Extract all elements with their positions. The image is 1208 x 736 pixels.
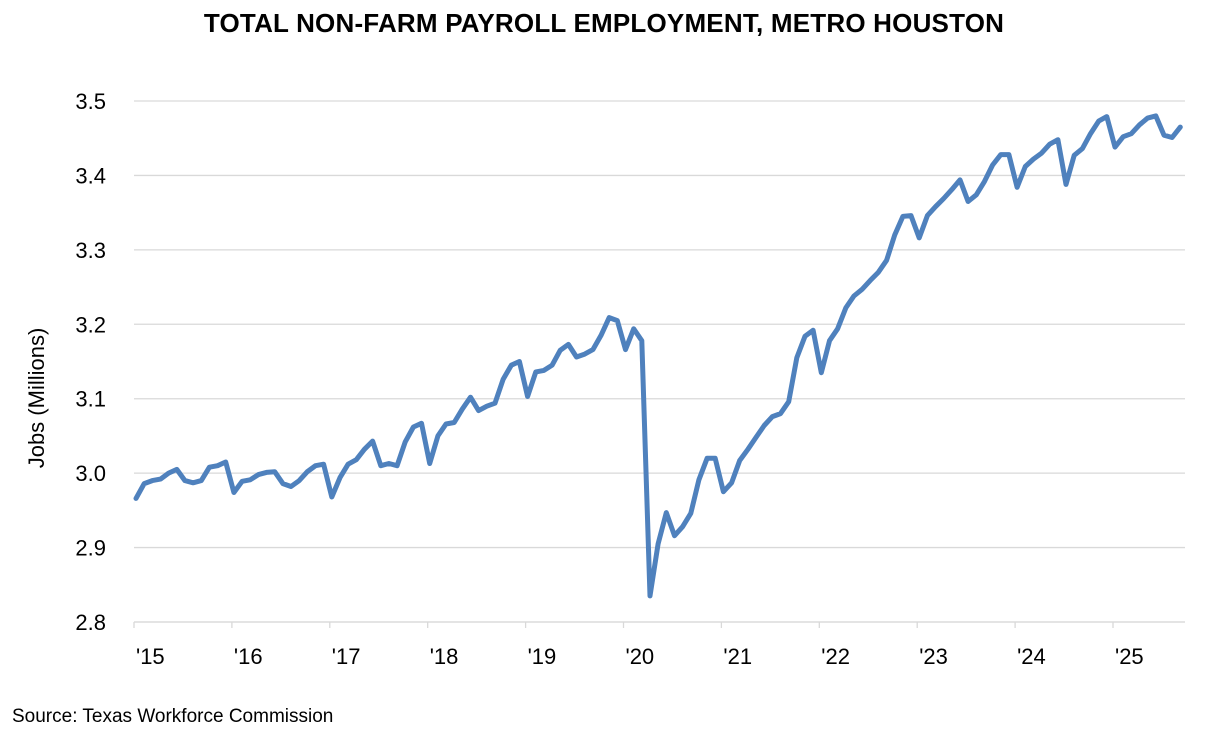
series-line [133, 113, 1183, 599]
x-tick-label: '20 [626, 644, 655, 669]
y-tick-label: 3.3 [75, 238, 106, 263]
x-tick-label: '22 [821, 644, 850, 669]
series-group [133, 113, 1183, 599]
x-tick-label: '18 [430, 644, 459, 669]
y-tick-label: 3.1 [75, 387, 106, 412]
y-tick-label: 3.5 [75, 89, 106, 114]
chart-title: TOTAL NON-FARM PAYROLL EMPLOYMENT, METRO… [203, 8, 1005, 38]
y-tick-label: 3.4 [75, 163, 106, 188]
x-axis: '15 '16 '17 '18 '19 '20 '21 '22 '23 '24 '25 [133, 621, 1185, 669]
x-tick-label: '19 [528, 644, 557, 669]
x-tick-label: '25 [1115, 644, 1144, 669]
y-tick-label: 3.0 [75, 461, 106, 486]
y-tick-label: 3.2 [75, 312, 106, 337]
x-tick-label: '24 [1017, 644, 1046, 669]
y-axis: 2.8 2.9 3.0 3.1 3.2 3.3 3.4 3.5 [75, 89, 106, 635]
y-tick-label: 2.9 [75, 536, 106, 561]
x-tick-label: '21 [723, 644, 752, 669]
y-axis-label: Jobs (Millions) [24, 328, 49, 469]
x-tick-label: '16 [234, 644, 263, 669]
source-note: Source: Texas Workforce Commission [12, 706, 334, 727]
y-tick-label: 2.8 [75, 610, 106, 635]
x-tick-label: '15 [136, 644, 165, 669]
x-tick-label: '23 [919, 644, 948, 669]
x-tick-label: '17 [332, 644, 361, 669]
